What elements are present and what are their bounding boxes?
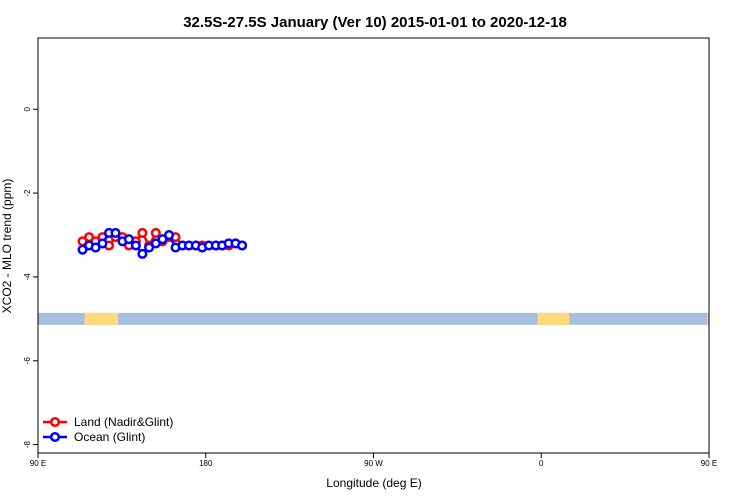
series-point xyxy=(137,248,148,259)
x-axis: 90 E 180 90 W 0 90 E xyxy=(30,453,717,468)
x-tick-label: 90 W xyxy=(364,459,383,468)
ocean-band xyxy=(38,312,709,325)
x-axis-label: Longitude (deg E) xyxy=(326,476,421,490)
series-layer xyxy=(77,227,248,259)
y-tick-label: 0 xyxy=(23,106,32,111)
series-point xyxy=(150,238,161,249)
land-ocean-band xyxy=(38,312,709,325)
y-tick-label: -4 xyxy=(23,273,32,281)
series-point xyxy=(150,227,161,238)
land-band-segment xyxy=(84,312,119,325)
y-axis-label: XCO2 - MLO trend (ppm) xyxy=(0,179,14,314)
series-point xyxy=(137,227,148,238)
x-tick-label: 90 E xyxy=(701,459,717,468)
series-point xyxy=(97,238,108,249)
land-band-segment xyxy=(707,312,709,325)
y-axis: 0 -2 -4 -6 -8 xyxy=(23,106,38,448)
land-band-segment xyxy=(537,312,570,325)
legend: Land (Nadir&Glint)Ocean (Glint) xyxy=(43,415,173,444)
chart-title: 32.5S-27.5S January (Ver 10) 2015-01-01 … xyxy=(183,14,567,31)
series-point xyxy=(90,242,101,253)
x-tick-label: 0 xyxy=(539,459,544,468)
series-point xyxy=(237,240,248,251)
y-tick-label: -6 xyxy=(23,357,32,365)
y-tick-label: -8 xyxy=(23,441,32,449)
legend-marker xyxy=(49,431,61,443)
series-point xyxy=(163,229,175,241)
x-tick-label: 180 xyxy=(199,459,213,468)
series-point xyxy=(144,242,155,253)
series-point xyxy=(110,227,121,238)
x-tick-label: 90 E xyxy=(30,459,46,468)
series-point xyxy=(130,240,141,251)
legend-label: Ocean (Glint) xyxy=(74,430,145,444)
legend-label: Land (Nadir&Glint) xyxy=(74,415,173,429)
y-tick-label: -2 xyxy=(23,189,32,197)
legend-marker xyxy=(49,416,61,428)
series-point xyxy=(123,234,135,245)
